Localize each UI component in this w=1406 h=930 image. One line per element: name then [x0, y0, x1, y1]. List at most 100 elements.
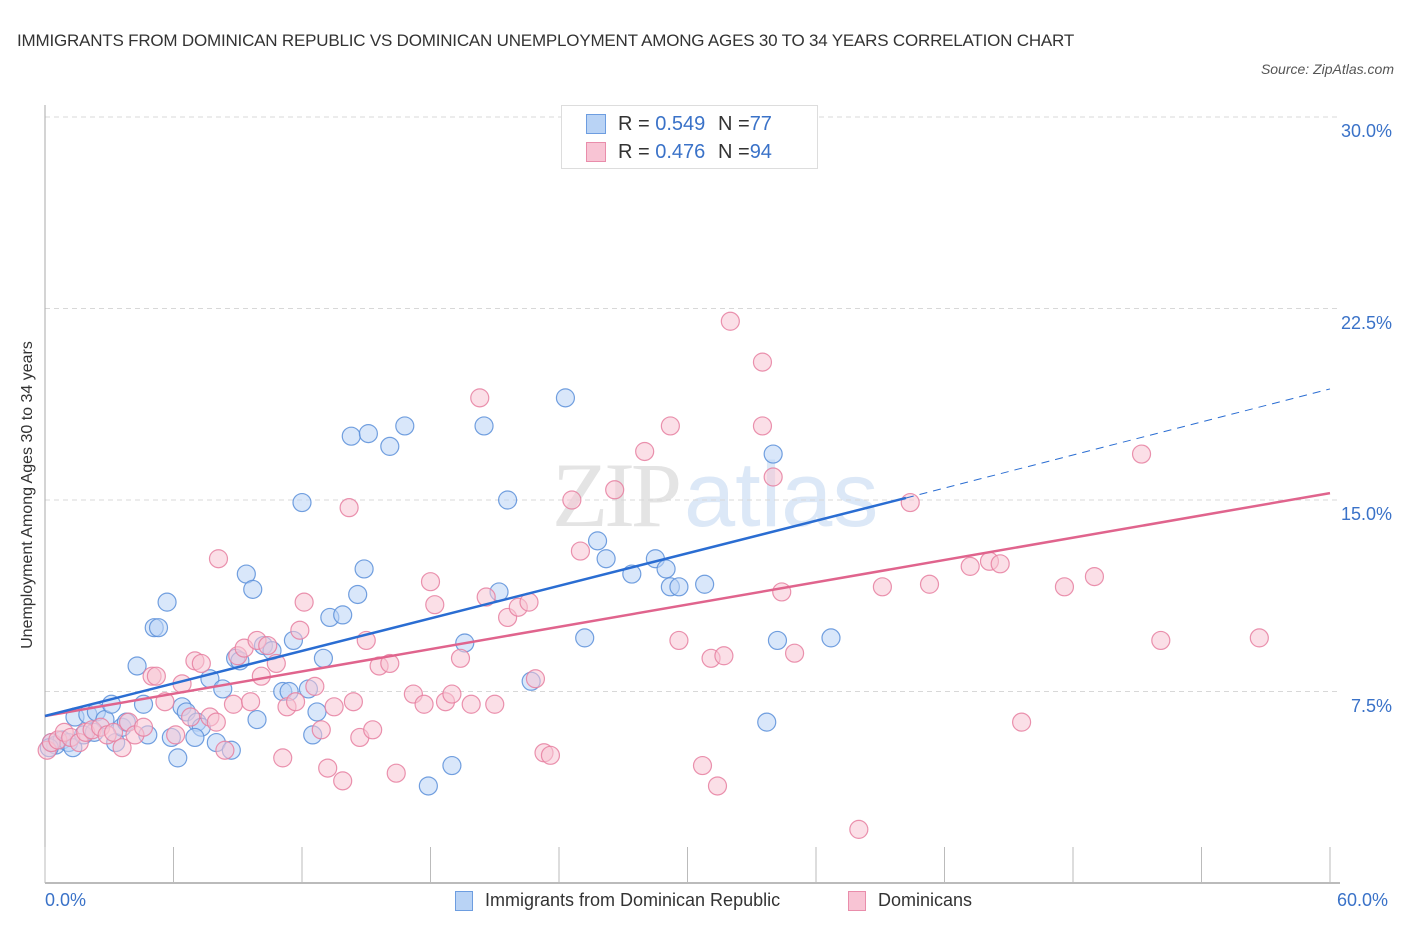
point-dominicans [343, 692, 363, 712]
point-immigrants [333, 605, 353, 625]
point-dominicans [635, 441, 655, 462]
legend-row-dominicans: R = 0.476 N = 94 [586, 140, 772, 164]
y-tick-label: 22.5% [1340, 312, 1392, 333]
point-immigrants [695, 574, 715, 594]
point-dominicans [872, 577, 892, 597]
point-immigrants [656, 559, 676, 579]
point-dominicans [223, 694, 244, 714]
point-immigrants [313, 648, 334, 668]
correlation-legend: R = 0.549 N = 77 R = 0.476 N = 94 [561, 105, 818, 169]
point-immigrants [418, 776, 438, 796]
point-dominicans [191, 653, 211, 674]
point-dominicans [707, 776, 728, 796]
legend-item-immigrants[interactable]: Immigrants from Dominican Republic [455, 890, 780, 911]
legend-n-label: N = [718, 140, 750, 163]
point-dominicans [692, 755, 713, 776]
point-dominicans [1249, 628, 1269, 648]
point-dominicans [485, 694, 505, 714]
point-dominicans [1011, 712, 1032, 732]
trend-line-dominicans [44, 491, 1331, 718]
point-dominicans [470, 388, 490, 408]
point-immigrants [341, 426, 361, 446]
y-tick-label: 15.0% [1340, 504, 1392, 524]
point-dominicans [660, 416, 680, 436]
point-dominicans [1084, 566, 1105, 587]
point-immigrants [555, 388, 576, 408]
y-tick-label: 30.0% [1340, 121, 1392, 141]
source-label: Source: ZipAtlas.com [1260, 61, 1394, 77]
point-dominicans [208, 549, 229, 569]
point-dominicans [285, 692, 306, 712]
point-immigrants [348, 584, 368, 605]
point-dominicans [103, 722, 124, 742]
point-dominicans [181, 707, 201, 727]
point-dominicans [386, 763, 406, 783]
point-dominicans [752, 416, 773, 436]
point-dominicans [414, 694, 434, 714]
point-immigrants [358, 424, 378, 444]
series-dominicans-points [37, 311, 1269, 839]
point-dominicans [146, 666, 166, 686]
point-dominicans [339, 498, 359, 518]
legend-n-label: N = [718, 112, 750, 135]
legend-swatch-blue [586, 114, 606, 134]
point-dominicans [960, 556, 980, 576]
legend-row-immigrants: R = 0.549 N = 77 [586, 112, 772, 136]
point-immigrants [763, 444, 783, 464]
point-immigrants [587, 531, 608, 551]
point-dominicans [720, 311, 740, 331]
trend-lines [44, 388, 1331, 718]
legend-swatch-blue [455, 890, 473, 911]
legend-item-dominicans[interactable]: Dominicans [848, 890, 972, 911]
legend-n-value: 77 [749, 112, 772, 135]
point-immigrants [168, 748, 188, 768]
point-immigrants [213, 679, 233, 699]
point-dominicans [333, 771, 353, 791]
point-dominicans [476, 587, 496, 607]
trend-line-immigrants-extension [905, 388, 1331, 499]
point-immigrants [185, 727, 205, 748]
point-immigrants [498, 490, 518, 510]
point-immigrants [307, 702, 327, 722]
point-immigrants [148, 618, 169, 638]
point-immigrants [243, 579, 263, 599]
point-dominicans [258, 635, 278, 656]
point-dominicans [133, 717, 154, 737]
point-immigrants [821, 628, 841, 648]
legend-label: Dominicans [878, 890, 973, 910]
point-immigrants [474, 416, 494, 436]
point-immigrants [127, 656, 147, 676]
series-immigrants-points [39, 388, 841, 796]
legend-label: Immigrants from Dominican Republic [485, 890, 781, 910]
legend-r-value: 0.549 [655, 112, 706, 135]
point-immigrants [596, 549, 616, 569]
point-immigrants [767, 630, 788, 651]
point-dominicans [294, 592, 314, 612]
point-dominicans [273, 748, 293, 768]
point-dominicans [714, 646, 734, 666]
point-dominicans [420, 572, 441, 592]
y-tick-label: 7.5% [1350, 695, 1392, 716]
legend-r-label: R = [618, 112, 656, 135]
point-dominicans [990, 554, 1010, 574]
point-immigrants [292, 492, 312, 513]
point-dominicans [425, 595, 445, 615]
point-dominicans [241, 692, 261, 712]
point-immigrants [575, 628, 595, 648]
point-dominicans [605, 480, 625, 500]
legend-r-value: 0.476 [655, 140, 706, 163]
point-immigrants [247, 709, 267, 730]
point-dominicans [324, 697, 344, 717]
point-dominicans [363, 720, 383, 740]
legend-n-value: 94 [749, 140, 772, 163]
point-dominicans [380, 653, 400, 674]
point-dominicans [166, 725, 186, 745]
point-immigrants [157, 592, 177, 612]
trend-line-immigrants [44, 496, 907, 718]
point-dominicans [311, 720, 331, 740]
point-dominicans [540, 745, 561, 765]
point-dominicans [849, 819, 869, 839]
point-dominicans [772, 582, 792, 602]
point-dominicans [290, 620, 310, 640]
